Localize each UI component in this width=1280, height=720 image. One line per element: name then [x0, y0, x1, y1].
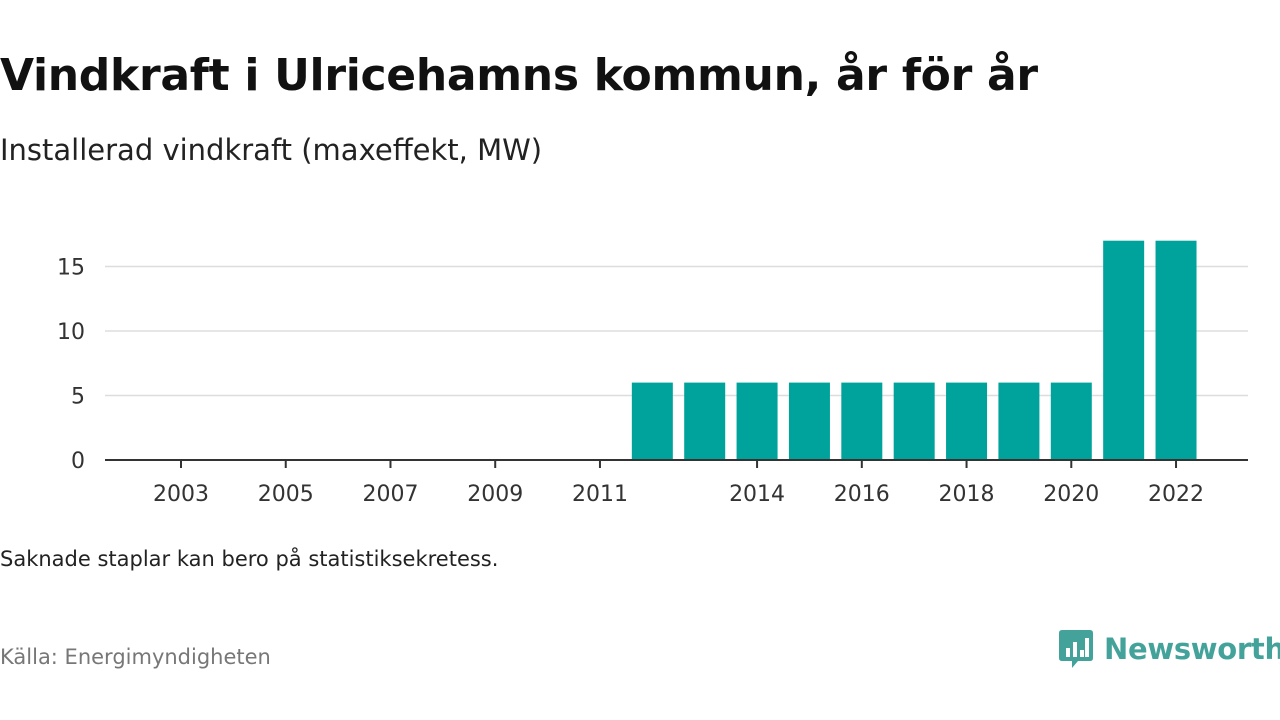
y-tick-label: 0 [71, 449, 85, 474]
bar-2022 [1155, 240, 1197, 460]
bar-2012 [631, 382, 673, 460]
source-label: Källa: Energimyndigheten [0, 645, 271, 669]
bar-2020 [1050, 382, 1092, 460]
chart-title: Vindkraft i Ulricehamns kommun, år för å… [0, 50, 1038, 101]
bar-2015 [788, 382, 830, 460]
x-tick-label: 2011 [572, 482, 628, 507]
y-tick-label: 10 [57, 320, 85, 345]
grid-lines [105, 265, 1248, 397]
chart-subtitle: Installerad vindkraft (maxeffekt, MW) [0, 133, 543, 167]
x-tick-label: 2016 [834, 482, 890, 507]
bar-2014 [736, 382, 778, 460]
bar-chart: 0 5 10 15 2003 2005 2007 2009 2011 2014 2016 2018 20… [57, 240, 1248, 507]
y-tick-label: 5 [71, 385, 85, 410]
x-tick-label: 2003 [153, 482, 209, 507]
newsworthy-logo: Newsworthy [1058, 628, 1280, 670]
bar-2016 [841, 382, 883, 460]
x-tick-label: 2020 [1043, 482, 1099, 507]
missing-bars-note: Saknade staplar kan bero på statistiksek… [0, 547, 499, 571]
bar-2013 [684, 382, 726, 460]
x-tick-label: 2005 [258, 482, 314, 507]
x-tick-label: 2007 [362, 482, 418, 507]
x-tick-label: 2018 [939, 482, 995, 507]
bar-2019 [998, 382, 1040, 460]
bar-2017 [893, 382, 935, 460]
axes: 0 5 10 15 2003 2005 2007 2009 2011 2014 2016 2018 20… [57, 256, 1248, 507]
x-tick-label: 2014 [729, 482, 785, 507]
bar-2018 [946, 382, 988, 460]
x-tick-label: 2022 [1148, 482, 1204, 507]
bars [631, 240, 1197, 460]
x-tick-label: 2009 [467, 482, 523, 507]
newsworthy-logo-icon [1059, 630, 1093, 668]
bar-2021 [1103, 240, 1145, 460]
brand-name: Newsworthy [1104, 632, 1280, 666]
y-tick-label: 15 [57, 256, 85, 281]
